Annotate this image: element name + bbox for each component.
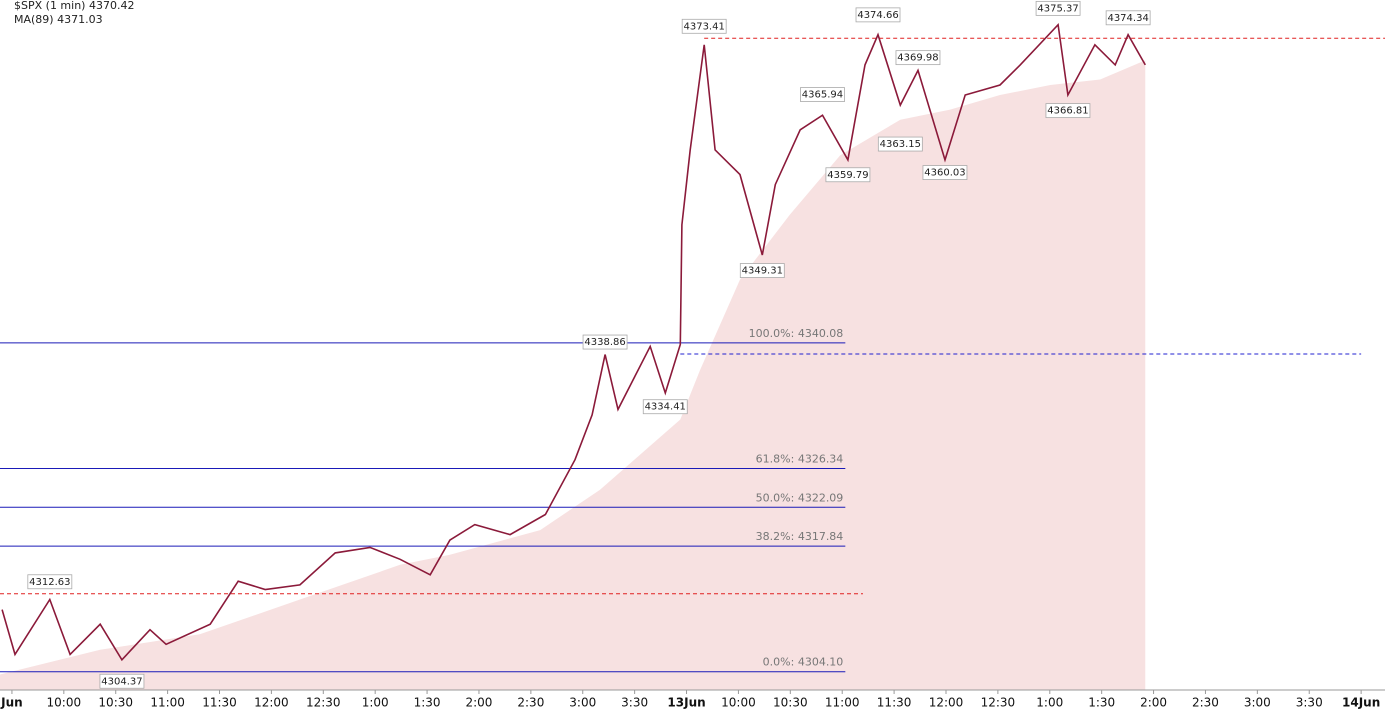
- x-tick-label: 13Jun: [667, 696, 705, 710]
- price-label: 4369.98: [897, 53, 938, 64]
- price-label: 4365.94: [802, 90, 843, 101]
- price-label-box: [800, 87, 845, 102]
- x-tick-label: 3:00: [1244, 696, 1271, 710]
- fib-label: 38.2%: 4317.84: [756, 530, 844, 543]
- x-tick-label: 11:00: [150, 696, 185, 710]
- price-label: 4366.81: [1047, 106, 1088, 117]
- price-label: 4304.37: [101, 676, 142, 687]
- fib-label: 61.8%: 4326.34: [756, 452, 844, 465]
- price-label: 4363.15: [880, 139, 921, 150]
- price-label: 4375.37: [1037, 3, 1078, 14]
- x-tick-label: 11:00: [825, 696, 860, 710]
- price-label: 4360.03: [924, 168, 965, 179]
- x-tick-label: Jun: [0, 696, 23, 710]
- x-tick-label: 12:30: [306, 696, 341, 710]
- price-label-box: [877, 136, 923, 152]
- price-label-box: [855, 7, 901, 23]
- price-label: 4373.41: [683, 21, 724, 32]
- ma-area: [0, 60, 1146, 691]
- price-label-box: [825, 167, 871, 183]
- price-label: 4334.41: [645, 402, 686, 413]
- price-label-box: [1035, 0, 1081, 16]
- x-tick-label: 3:00: [569, 696, 596, 710]
- x-tick-label: 1:30: [414, 696, 441, 710]
- x-tick-label: 14Jun: [1342, 696, 1380, 710]
- x-tick-label: 2:30: [1192, 696, 1219, 710]
- price-label-box: [582, 334, 628, 350]
- x-tick-label: 1:30: [1088, 696, 1115, 710]
- price-label-box: [1105, 10, 1151, 26]
- fib-label: 50.0%: 4322.09: [756, 491, 844, 504]
- price-label-box: [27, 574, 73, 590]
- price-label-box: [1045, 103, 1091, 119]
- price-label: 4359.79: [827, 170, 868, 181]
- legend-entry: MA(89) 4371.03: [14, 13, 103, 26]
- price-label-box: [99, 673, 145, 689]
- price-label: 4312.63: [29, 577, 70, 588]
- price-line: [1, 22, 1146, 662]
- x-tick-label: 10:30: [773, 696, 808, 710]
- price-label: 4374.66: [857, 10, 898, 21]
- legend-entry: $SPX (1 min) 4370.42: [14, 0, 134, 12]
- x-tick-label: 12:00: [254, 696, 289, 710]
- x-tick-label: 2:00: [1140, 696, 1167, 710]
- fib-label: 0.0%: 4304.10: [763, 656, 844, 669]
- fib-label: 100.0%: 4340.08: [749, 327, 844, 340]
- x-tick-label: 12:30: [981, 696, 1016, 710]
- price-label-box: [739, 263, 785, 278]
- x-tick-label: 10:30: [98, 696, 133, 710]
- x-tick-label: 2:30: [517, 696, 544, 710]
- x-tick-label: 11:30: [202, 696, 237, 710]
- x-tick-label: 12:00: [929, 696, 964, 710]
- x-tick-label: 1:00: [362, 696, 389, 710]
- price-label-box: [922, 165, 968, 180]
- price-label-box: [681, 18, 727, 34]
- x-tick-label: 3:30: [1296, 696, 1323, 710]
- price-label-box: [895, 50, 941, 66]
- x-tick-label: 11:30: [877, 696, 912, 710]
- x-tick-label: 10:00: [47, 696, 82, 710]
- price-label: 4374.34: [1107, 13, 1148, 24]
- x-tick-label: 3:30: [621, 696, 648, 710]
- price-label: 4349.31: [742, 266, 783, 277]
- x-tick-label: 1:00: [1036, 696, 1063, 710]
- price-label: 4338.86: [584, 337, 625, 348]
- x-tick-label: 10:00: [721, 696, 756, 710]
- price-label-box: [642, 399, 688, 415]
- x-tick-label: 2:00: [465, 696, 492, 710]
